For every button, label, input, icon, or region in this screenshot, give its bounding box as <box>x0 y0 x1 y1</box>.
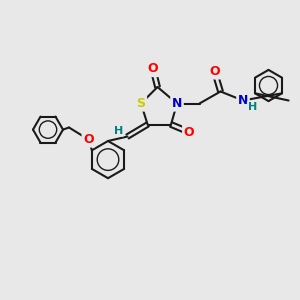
Text: O: O <box>184 125 194 139</box>
Text: H: H <box>114 125 123 136</box>
Text: O: O <box>209 65 220 78</box>
Text: N: N <box>238 94 248 107</box>
Text: N: N <box>172 97 182 110</box>
Text: O: O <box>148 62 158 76</box>
Text: H: H <box>248 102 257 112</box>
Text: S: S <box>136 97 146 110</box>
Text: O: O <box>83 133 94 146</box>
